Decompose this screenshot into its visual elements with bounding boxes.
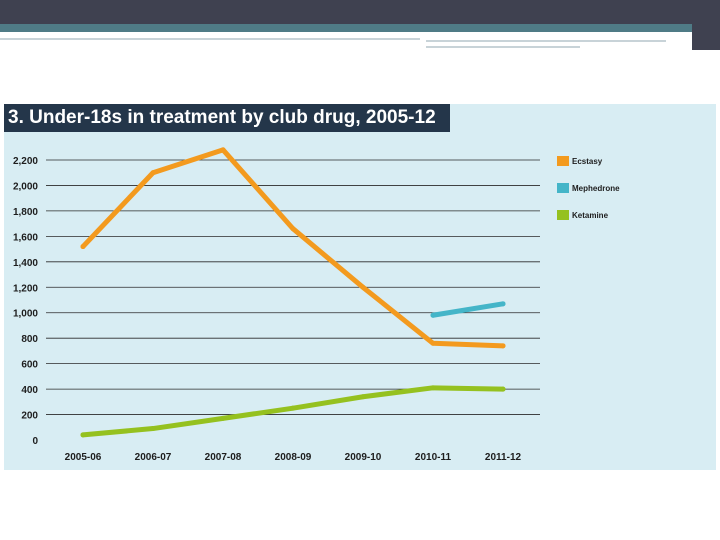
data-point-ketamine (430, 385, 436, 391)
data-point-ketamine (150, 426, 156, 432)
y-tick-label: 1,200 (13, 283, 38, 294)
legend-label-ecstasy: Ecstasy (572, 157, 603, 166)
y-tick-label: 1,000 (13, 309, 38, 320)
data-point-mephedrone (500, 301, 506, 307)
y-tick-label: 1,800 (13, 207, 38, 218)
x-tick-label: 2009-10 (345, 452, 382, 463)
data-point-ecstasy (430, 340, 436, 346)
legend-label-ketamine: Ketamine (572, 211, 609, 220)
legend-swatch-ecstasy (557, 156, 569, 166)
data-point-ecstasy (290, 226, 296, 232)
legend-swatch-mephedrone (557, 183, 569, 193)
y-tick-label: 200 (21, 411, 38, 422)
y-tick-label: 2,000 (13, 181, 38, 192)
data-point-ketamine (80, 432, 86, 438)
line-chart: 0 200 400 600 800 1,000 1,200 1,400 1,600 1,800 2,… (13, 147, 620, 463)
y-tick-label: 400 (21, 385, 38, 396)
series-line-mephedrone (430, 301, 506, 318)
data-point-ecstasy (500, 343, 506, 349)
y-tick-label: 1,600 (13, 232, 38, 243)
series-line-ketamine (80, 385, 506, 438)
y-tick-label: 2,200 (13, 156, 38, 167)
x-tick-label: 2005-06 (65, 452, 102, 463)
data-point-ecstasy (150, 170, 156, 176)
data-point-mephedrone (430, 312, 436, 318)
y-tick-label: 800 (21, 334, 38, 345)
x-tick-label: 2011-12 (485, 452, 522, 463)
data-point-ketamine (290, 405, 296, 411)
x-tick-label: 2010-11 (415, 452, 452, 463)
data-point-ecstasy (220, 147, 226, 153)
data-point-ecstasy (80, 244, 86, 250)
chart-title: 3. Under-18s in treatment by club drug, … (4, 104, 450, 132)
slide-decor-line (0, 38, 420, 40)
data-point-ketamine (220, 415, 226, 421)
chart-panel: 3. Under-18s in treatment by club drug, … (4, 104, 716, 470)
y-tick-label: 0 (32, 436, 38, 447)
data-point-ketamine (500, 386, 506, 392)
x-tick-label: 2008-09 (275, 452, 312, 463)
slide-header-bar (0, 0, 720, 24)
slide-corner-block (692, 0, 720, 50)
x-tick-label: 2006-07 (135, 452, 172, 463)
slide-decor-line (426, 40, 666, 42)
legend-swatch-ketamine (557, 210, 569, 220)
y-tick-label: 600 (21, 360, 38, 371)
y-tick-label: 1,400 (13, 258, 38, 269)
x-tick-label: 2007-08 (205, 452, 242, 463)
data-point-ketamine (360, 394, 366, 400)
slide-decor-line (426, 46, 580, 48)
slide-header-strip (0, 24, 720, 32)
legend-label-mephedrone: Mephedrone (572, 184, 620, 193)
data-point-ecstasy (360, 284, 366, 290)
